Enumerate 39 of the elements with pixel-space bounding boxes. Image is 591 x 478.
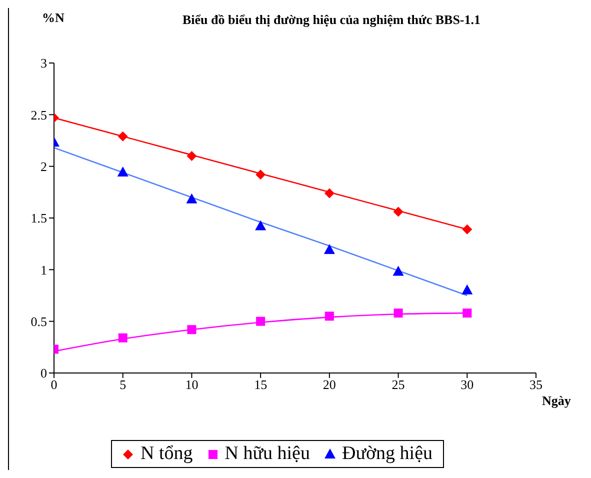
point — [255, 220, 266, 230]
point — [186, 193, 198, 204]
point — [324, 244, 335, 254]
point — [462, 284, 473, 294]
point — [394, 308, 403, 318]
point — [462, 308, 472, 318]
point — [187, 325, 196, 334]
x-tick-label: 20 — [322, 377, 336, 392]
y-tick-label: 2 — [40, 158, 47, 174]
point — [392, 266, 404, 276]
point — [256, 316, 266, 326]
point — [324, 312, 334, 321]
x-axis-title: Ngày — [542, 393, 571, 409]
point — [118, 131, 128, 142]
legend-label: N tổng — [139, 443, 193, 465]
y-tick-label: 2.5 — [30, 107, 47, 122]
point — [118, 333, 128, 342]
y-axis-title: %N — [42, 10, 64, 26]
point — [256, 170, 266, 180]
x-tick-label: 35 — [530, 377, 542, 392]
legend-label: Đường hiệu — [340, 443, 432, 465]
point — [324, 188, 334, 198]
y-tick-label: 0.5 — [30, 314, 47, 329]
point — [186, 151, 197, 161]
point — [393, 206, 404, 217]
x-tick-label: 10 — [185, 377, 198, 392]
point — [462, 224, 472, 234]
x-tick-label: 15 — [254, 377, 268, 392]
legend-label: N hữu hiệu — [224, 443, 310, 465]
x-tick-label: 30 — [460, 377, 474, 392]
y-tick-label: 0 — [40, 366, 47, 381]
x-tick-label: 0 — [50, 377, 58, 392]
y-tick-label: 1 — [40, 262, 47, 278]
chart-title: Biểu đồ biểu thị đường hiệu của nghiệm thức BBS-1.1 — [182, 12, 481, 27]
point — [117, 166, 128, 177]
x-tick-label: 5 — [120, 377, 126, 392]
y-tick-label: 1.5 — [30, 210, 47, 226]
x-tick-label: 25 — [392, 377, 405, 392]
y-tick-label: 3 — [40, 56, 47, 71]
